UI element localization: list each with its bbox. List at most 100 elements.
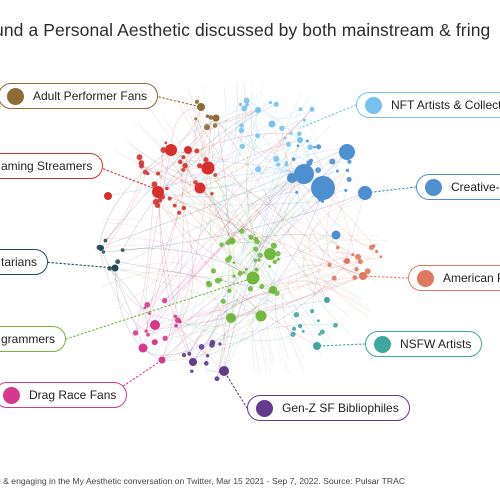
network-node bbox=[205, 353, 210, 358]
network-edge bbox=[255, 234, 361, 262]
network-edge bbox=[246, 135, 260, 261]
network-edge bbox=[255, 190, 346, 250]
network-node bbox=[148, 312, 151, 315]
network-edge bbox=[236, 91, 302, 165]
network-edge bbox=[217, 146, 311, 281]
network-edge bbox=[266, 162, 287, 291]
network-node bbox=[205, 280, 211, 286]
network-edge bbox=[308, 186, 389, 318]
hub-node bbox=[228, 237, 236, 245]
network-edge bbox=[100, 222, 180, 318]
network-node bbox=[155, 171, 161, 176]
network-node bbox=[354, 267, 359, 272]
network-node bbox=[178, 320, 182, 324]
network-node bbox=[315, 167, 322, 174]
hub-node bbox=[158, 356, 166, 364]
label-adult-performer-fans: Adult Performer Fans bbox=[33, 89, 148, 103]
network-edge bbox=[183, 104, 248, 356]
hub-node bbox=[219, 366, 229, 376]
network-edge bbox=[257, 108, 313, 120]
network-edge bbox=[215, 117, 230, 379]
network-edge bbox=[164, 151, 348, 301]
network-edge bbox=[227, 296, 298, 370]
network-node bbox=[167, 196, 172, 201]
network-node bbox=[107, 266, 112, 271]
network-node bbox=[327, 262, 332, 267]
network-edge bbox=[161, 196, 254, 279]
network-edge bbox=[207, 167, 235, 277]
network-edge bbox=[147, 299, 328, 336]
hub-node bbox=[184, 146, 192, 154]
network-node bbox=[243, 97, 250, 104]
network-edge bbox=[117, 261, 274, 291]
network-node bbox=[257, 252, 263, 258]
network-node bbox=[291, 157, 296, 161]
network-edge bbox=[103, 192, 366, 253]
network-edge bbox=[141, 165, 274, 291]
network-node bbox=[143, 306, 147, 310]
hub-node bbox=[111, 264, 119, 272]
network-node bbox=[297, 323, 303, 329]
network-edge bbox=[154, 241, 258, 326]
network-node bbox=[203, 157, 209, 163]
network-node bbox=[289, 132, 293, 136]
network-edge bbox=[179, 321, 294, 341]
hub-node bbox=[255, 310, 267, 322]
network-edge bbox=[196, 150, 356, 278]
network-node bbox=[275, 251, 281, 257]
network-edge bbox=[199, 300, 260, 373]
network-node bbox=[355, 253, 362, 260]
network-edge bbox=[145, 212, 180, 332]
network-edge bbox=[170, 106, 202, 151]
network-node bbox=[238, 127, 245, 134]
network-node bbox=[181, 167, 186, 172]
network-edge bbox=[246, 109, 259, 240]
network-edge bbox=[159, 149, 194, 363]
hub-node bbox=[138, 343, 148, 353]
network-node bbox=[247, 286, 254, 292]
network-edge bbox=[114, 267, 180, 323]
network-edge bbox=[164, 198, 321, 339]
network-edge bbox=[220, 177, 293, 281]
network-node bbox=[316, 144, 322, 150]
network-node bbox=[292, 326, 297, 331]
network-edge bbox=[145, 173, 305, 332]
network-node bbox=[375, 249, 379, 254]
network-edge bbox=[212, 198, 321, 343]
network-node bbox=[257, 258, 261, 262]
hub-node bbox=[264, 248, 276, 260]
network-edge bbox=[114, 267, 163, 361]
label-programmers: grammers bbox=[1, 332, 56, 346]
network-edge bbox=[180, 82, 238, 160]
nft-artists-dot-icon bbox=[365, 96, 382, 114]
network-edge bbox=[333, 252, 353, 262]
connector-american bbox=[362, 275, 409, 279]
network-edge bbox=[132, 77, 243, 167]
network-edge bbox=[164, 137, 286, 301]
network-edge bbox=[188, 289, 274, 354]
network-edge bbox=[275, 264, 370, 360]
network-edge bbox=[170, 108, 245, 151]
hub-node bbox=[98, 245, 104, 251]
network-edge bbox=[98, 149, 172, 248]
network-edge bbox=[195, 118, 328, 301]
network-node bbox=[253, 246, 259, 252]
network-node bbox=[270, 242, 277, 249]
hub-node bbox=[311, 176, 335, 200]
network-node bbox=[120, 248, 125, 252]
hub-node bbox=[358, 186, 372, 200]
network-edge bbox=[157, 108, 301, 193]
network-node bbox=[259, 283, 265, 290]
network-edge bbox=[98, 247, 144, 349]
network-nodes bbox=[96, 97, 383, 382]
hub-node bbox=[212, 114, 220, 122]
hub-node bbox=[152, 186, 164, 198]
network-node bbox=[220, 298, 226, 304]
network-edge bbox=[98, 148, 345, 248]
legend-gen-z-sf-bibliophiles: Gen-Z SF Bibliophiles bbox=[247, 395, 410, 421]
network-node bbox=[364, 268, 371, 275]
network-edge bbox=[195, 109, 259, 125]
network-node bbox=[301, 330, 305, 333]
network-edge bbox=[230, 109, 259, 319]
network-node bbox=[284, 162, 289, 167]
